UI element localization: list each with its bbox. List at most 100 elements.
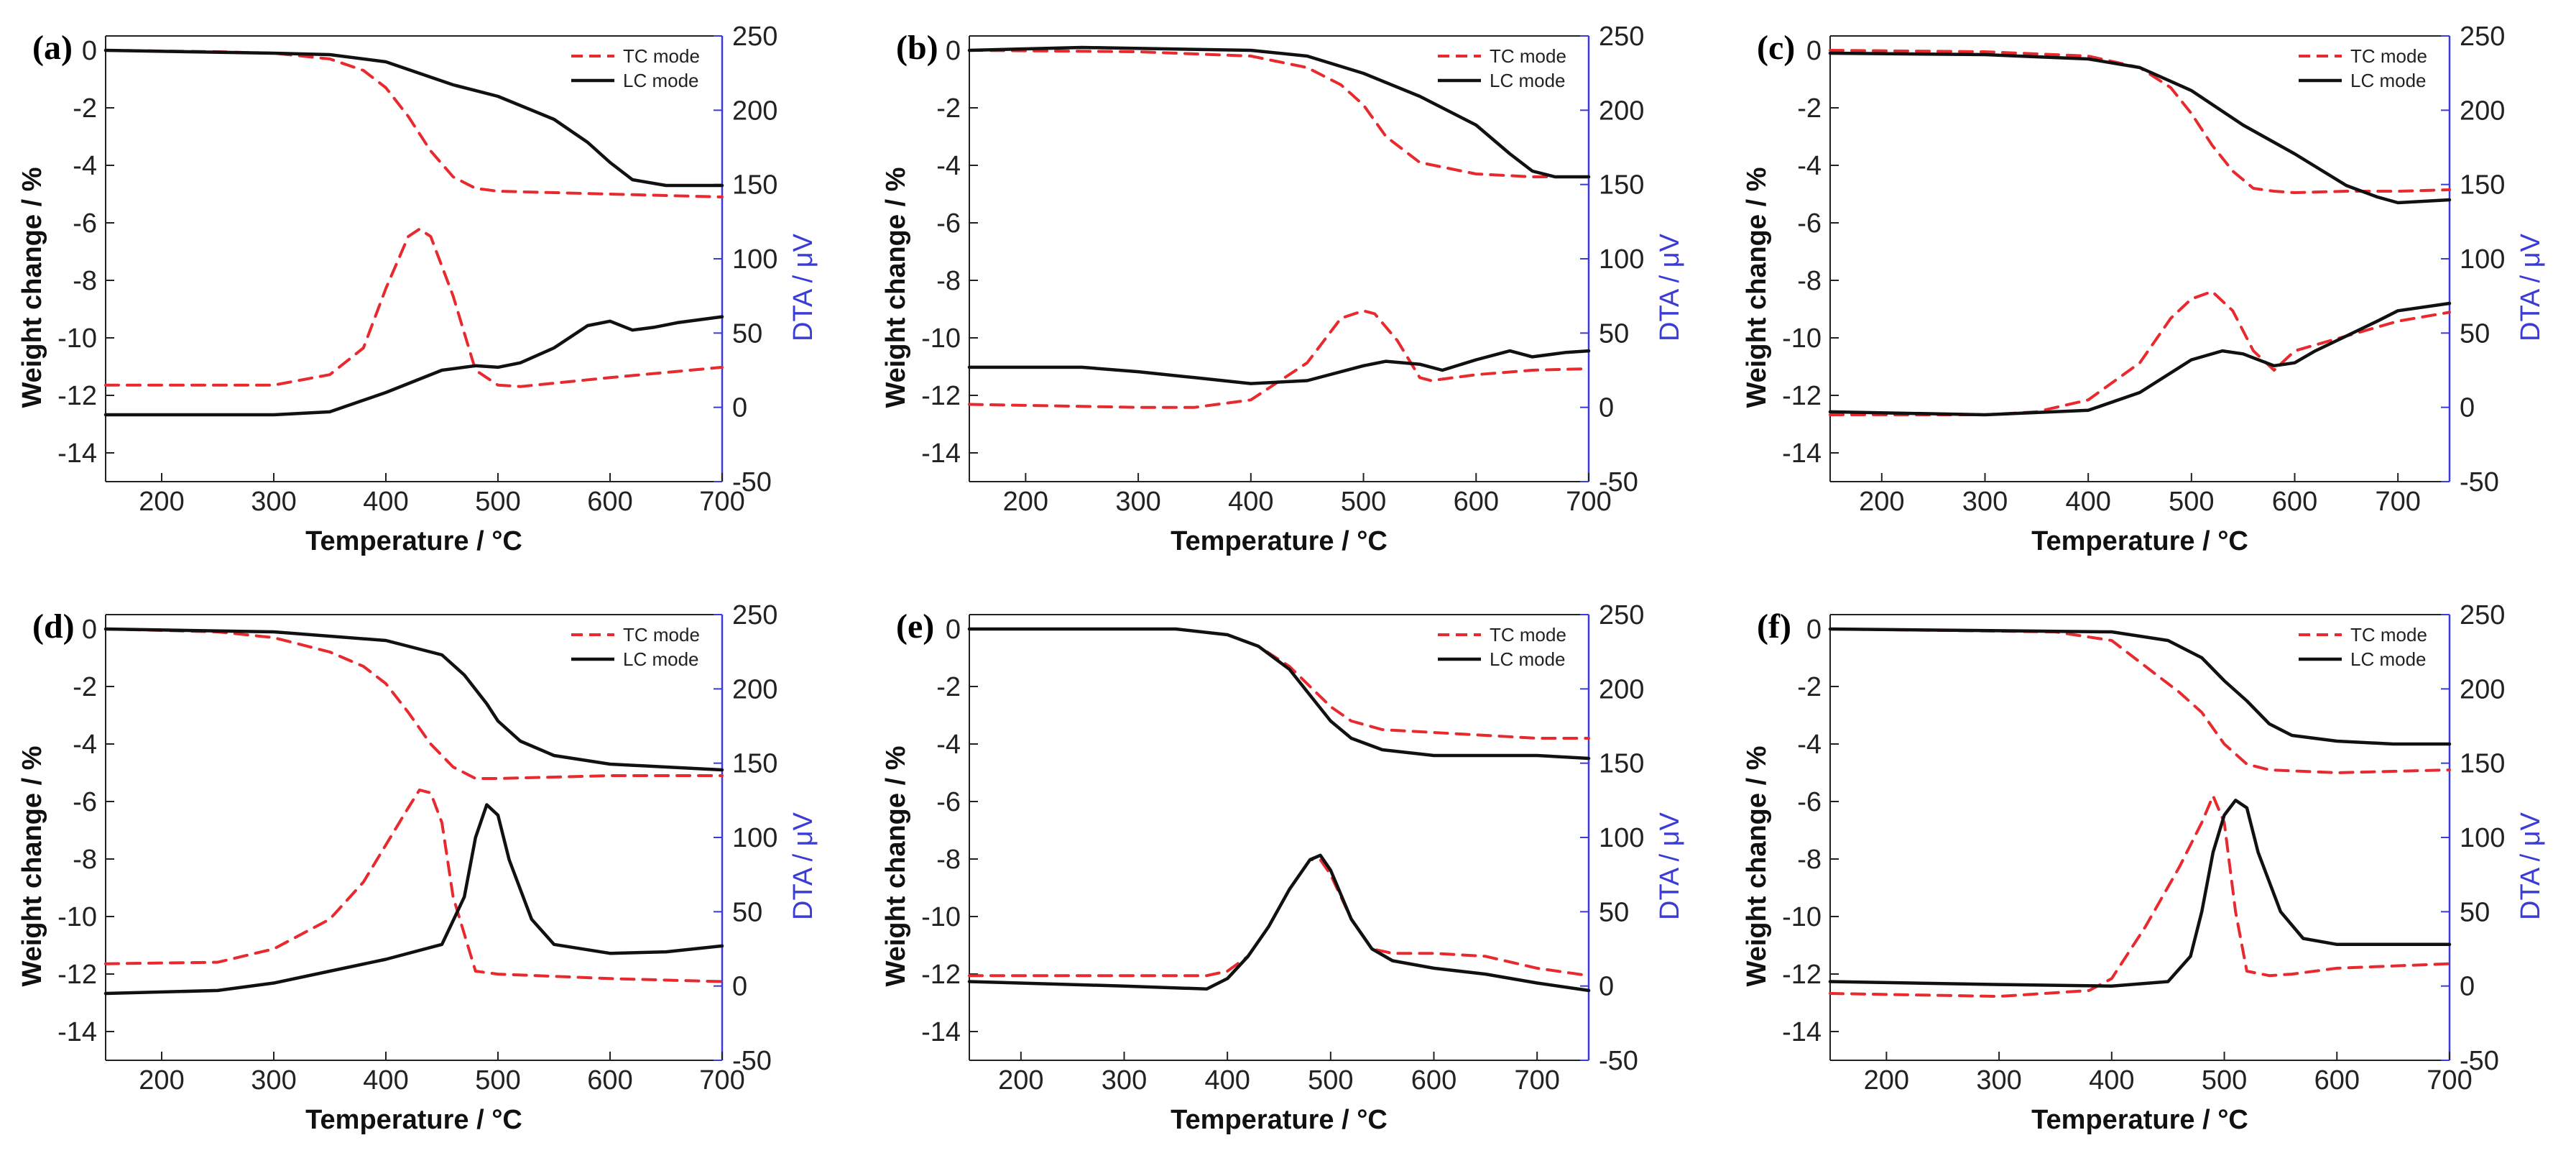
y-tick-label: -14 [1782,438,1822,469]
y-tick-label: -4 [936,151,961,181]
dta-tick-label: 0 [1599,972,1614,1002]
lc-weight-series-line [1828,51,2452,205]
legend-lc-label: LC mode [1490,70,1566,91]
legend-tc-label: TC mode [2350,45,2427,67]
x-tick-label: 300 [251,1065,296,1096]
dta-tick-label: 250 [732,22,777,52]
dta-tick-label: 200 [1599,674,1644,704]
y-tick-label: -8 [936,845,961,875]
y-tick-label: -10 [1782,902,1822,932]
lc-weight-series-line [103,627,724,772]
dta-tick-label: 0 [1599,393,1614,423]
dta-tick-label: 50 [2460,897,2490,927]
dta-axis-title: DTA / μV [2516,233,2546,341]
x-tick-label: 200 [998,1065,1043,1096]
x-tick-label: 200 [1859,487,1904,517]
dta-tick-label: 50 [1599,897,1629,927]
tc-dta-series-line [1829,290,2451,416]
dta-tick-label: 150 [2460,170,2505,201]
legend-tc-label: TC mode [623,624,700,646]
y-tick-label: 0 [1806,615,1822,645]
tc-weight-series-line [104,628,724,780]
dta-tick-label: 200 [1599,96,1644,126]
y-tick-label: -14 [57,438,97,469]
x-tick-label: 200 [139,487,184,517]
x-tick-label: 700 [699,1065,744,1096]
dta-tick-label: 100 [2460,244,2505,275]
x-axis-title: Temperature / °C [305,1105,522,1135]
x-tick-label: 700 [699,487,744,517]
x-tick-label: 400 [1204,1065,1250,1096]
y-axis-title: Weight change / % [881,745,911,986]
dta-tick-label: 100 [732,823,777,853]
y-tick-label: -6 [936,208,961,239]
dta-tick-label: 250 [732,600,777,630]
dta-tick-label: 200 [732,674,777,704]
y-tick-label: 0 [1806,36,1822,66]
panel-4: 200 300 400 500 600 7000-2-4-6-8-10-12-142502… [881,600,1685,1135]
legend-tc-label: TC mode [623,45,700,67]
dta-tick-label: 50 [732,318,762,349]
y-axis-title: Weight change / % [881,167,911,408]
dta-tick-label: 0 [2460,972,2475,1002]
lc-dta-series-line [967,853,1591,993]
x-tick-label: 200 [1003,487,1048,517]
lc-dta-series-line [1828,301,2452,417]
y-tick-label: -14 [921,1017,961,1047]
x-axis-title: Temperature / °C [305,526,522,556]
dta-tick-label: -50 [2460,1046,2499,1076]
y-tick-label: -6 [1797,208,1822,239]
y-tick-label: -4 [1797,151,1822,181]
tc-dta-series-line [104,788,724,983]
legend-lc-label: LC mode [623,648,699,670]
x-tick-label: 500 [475,487,520,517]
panel-5: 200 300 400 500 600 7000-2-4-6-8-10-12-142502… [1742,600,2546,1135]
y-tick-label: -8 [1797,266,1822,296]
y-tick-label: -14 [1782,1017,1822,1047]
y-tick-label: -2 [1797,672,1822,702]
x-tick-label: 400 [1228,487,1273,517]
dta-tick-label: 100 [1599,823,1644,853]
panel-0: 200 300 400 500 600 7000-2-4-6-8-10-12-142502… [17,22,818,556]
tc-weight-series-line [1829,49,2451,194]
lc-weight-series-line [967,627,1591,761]
panel-label: (e) [896,607,934,646]
panel-label: (c) [1757,29,1795,67]
legend-lc-label: LC mode [1490,648,1566,670]
dta-tick-label: -50 [1599,1046,1638,1076]
y-tick-label: 0 [82,36,97,66]
dta-axis-title: DTA / μV [1655,812,1685,920]
y-tick-label: -4 [1797,730,1822,760]
x-tick-label: 700 [2375,487,2420,517]
x-tick-label: 300 [1976,1065,2021,1096]
y-axis-title: Weight change / % [1742,745,1772,986]
y-tick-label: -12 [57,381,97,411]
dta-tick-label: 150 [2460,749,2505,779]
lc-weight-series-line [967,45,1591,179]
dta-tick-label: 200 [2460,674,2505,704]
panel-2: 200 300 400 500 600 7000-2-4-6-8-10-12-142502… [1742,22,2546,556]
x-tick-label: 300 [1102,1065,1147,1096]
dta-tick-label: 100 [2460,823,2505,853]
lc-dta-series-line [103,315,724,417]
y-tick-label: -10 [57,902,97,932]
y-tick-label: -6 [936,787,961,817]
x-axis-title: Temperature / °C [2031,526,2248,556]
legend-tc-label: TC mode [1490,45,1566,67]
panel-label: (a) [32,29,73,67]
y-tick-label: -10 [921,323,961,354]
dta-tick-label: -50 [732,1046,772,1076]
x-tick-label: 600 [1454,487,1499,517]
x-tick-label: 300 [1962,487,2008,517]
y-tick-label: -2 [73,672,97,702]
x-axis-title: Temperature / °C [1171,526,1388,556]
x-tick-label: 700 [1514,1065,1559,1096]
y-tick-label: 0 [82,615,97,645]
y-tick-label: -6 [73,787,97,817]
y-axis-title: Weight change / % [17,745,47,986]
dta-tick-label: 50 [2460,318,2490,349]
legend-lc-label: LC mode [623,70,699,91]
dta-tick-label: -50 [1599,467,1638,497]
dta-tick-label: 150 [1599,170,1644,201]
